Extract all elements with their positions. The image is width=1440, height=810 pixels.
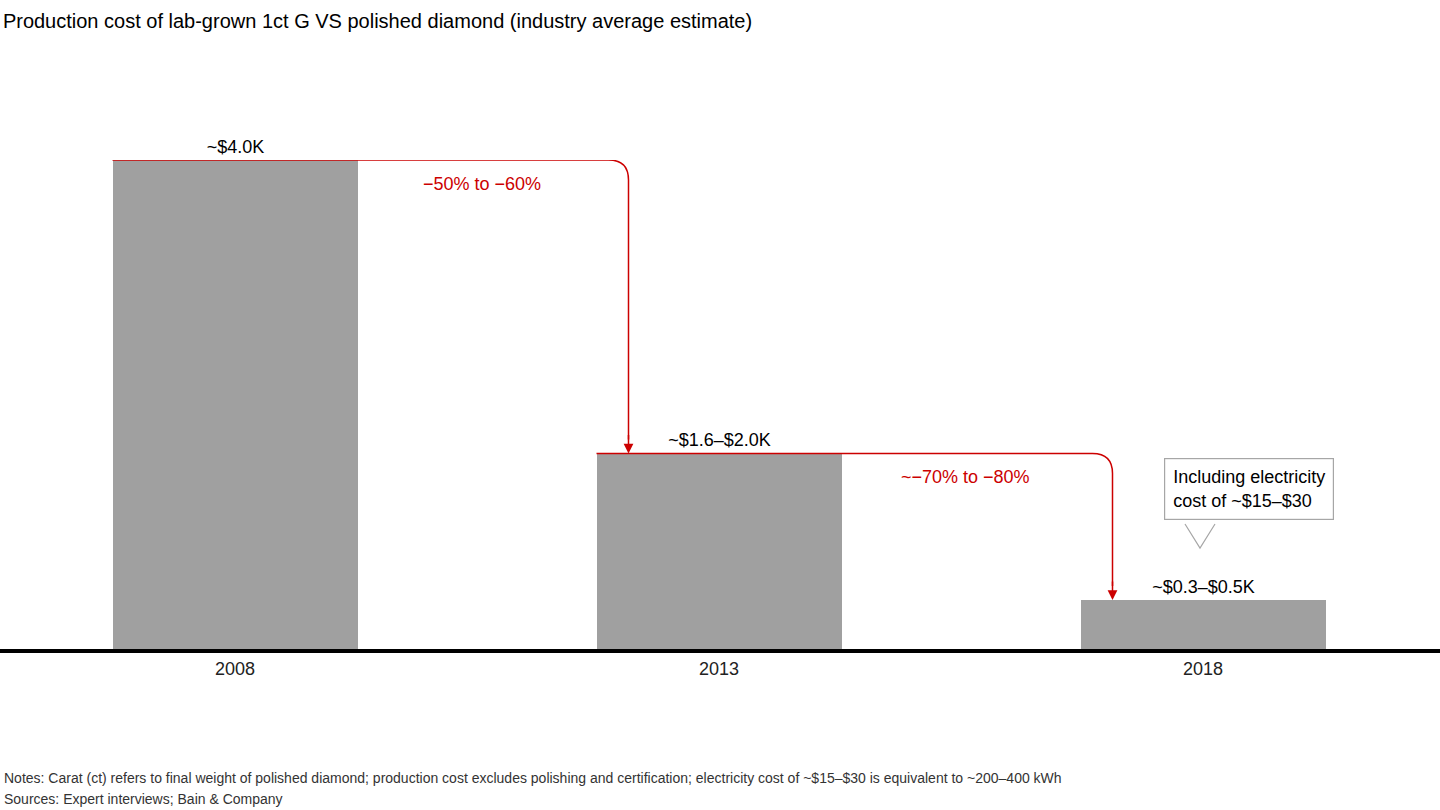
svg-text:Including electricitycost of ~: Including electricitycost of ~$15–$30 <box>1173 467 1325 510</box>
svg-text:2013: 2013 <box>699 659 739 679</box>
svg-text:~$4.0K: ~$4.0K <box>207 137 265 157</box>
svg-text:2018: 2018 <box>1183 659 1223 679</box>
svg-text:−50% to −60%: −50% to −60% <box>423 174 541 194</box>
svg-text:Notes: Carat (ct) refers to fi: Notes: Carat (ct) refers to final weight… <box>4 770 1062 786</box>
svg-text:Sources: Expert interviews; Ba: Sources: Expert interviews; Bain & Compa… <box>4 791 283 807</box>
svg-text:~−70% to −80%: ~−70% to −80% <box>901 467 1030 487</box>
svg-text:2008: 2008 <box>215 659 255 679</box>
svg-text:~$1.6–$2.0K: ~$1.6–$2.0K <box>668 430 771 450</box>
svg-text:Production cost of lab-grown 1: Production cost of lab-grown 1ct G VS po… <box>3 10 752 32</box>
svg-text:~$0.3–$0.5K: ~$0.3–$0.5K <box>1152 577 1255 597</box>
